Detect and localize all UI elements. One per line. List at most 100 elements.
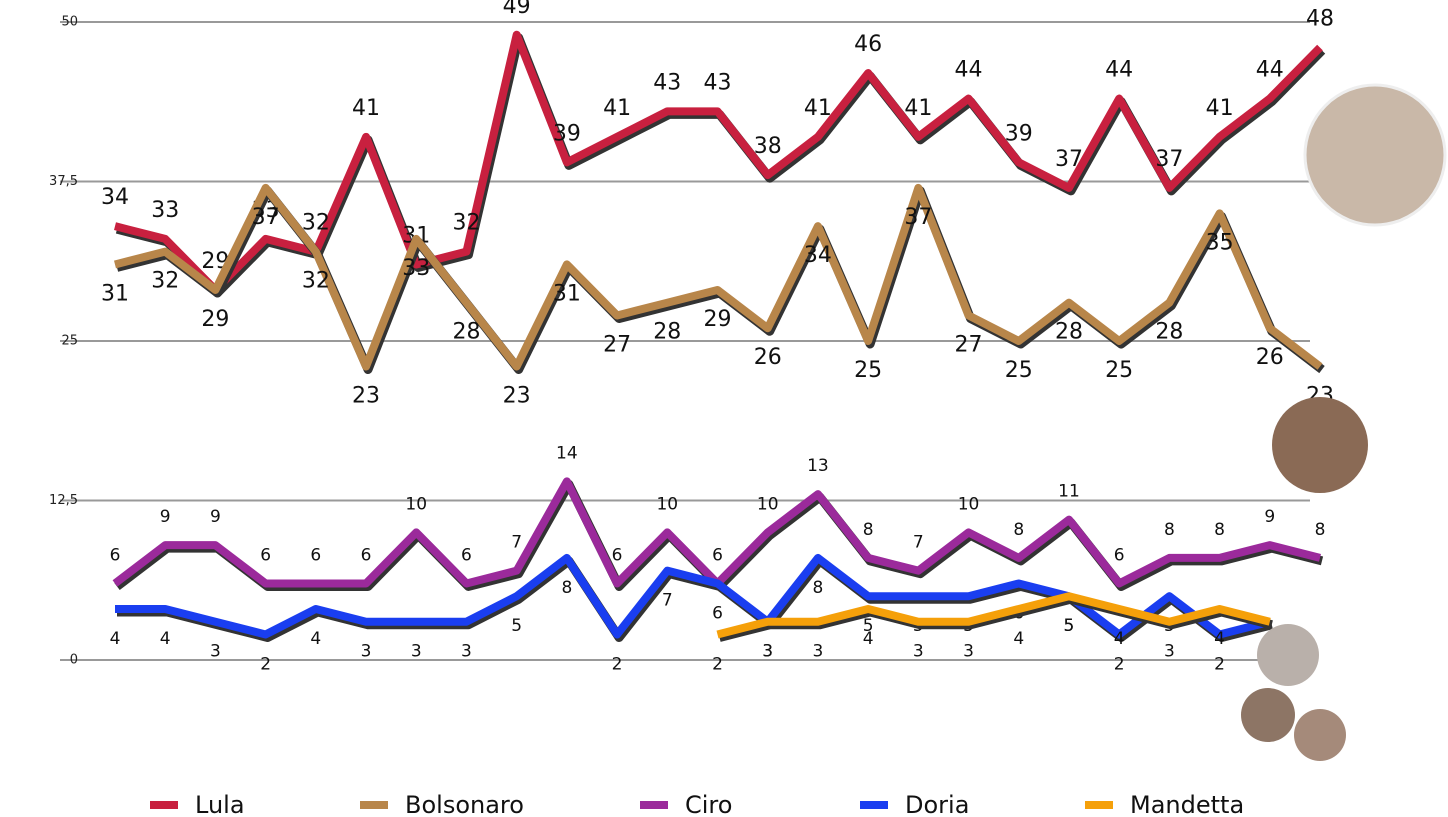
legend-item: Bolsonaro xyxy=(360,791,524,817)
data-label: 6 xyxy=(461,545,472,565)
data-label: 39 xyxy=(553,121,581,146)
legend-label: Ciro xyxy=(685,791,732,817)
series-shadow xyxy=(115,186,1325,375)
data-label: 3 xyxy=(210,642,221,662)
data-label: 41 xyxy=(904,96,932,121)
legend-item: Mandetta xyxy=(1085,791,1244,817)
data-label: 7 xyxy=(662,591,673,611)
data-label: 3 xyxy=(461,642,472,662)
data-label: 5 xyxy=(863,616,874,636)
data-label: 41 xyxy=(352,96,380,121)
data-label: 3 xyxy=(1164,642,1175,662)
data-label: 32 xyxy=(302,211,330,236)
data-label: 5 xyxy=(511,616,522,636)
data-label: 4 xyxy=(310,629,321,649)
data-label: 4 xyxy=(1114,629,1125,649)
data-label: 10 xyxy=(958,494,980,514)
data-label: 6 xyxy=(712,603,723,623)
data-label: 8 xyxy=(561,578,572,598)
legend-item: Ciro xyxy=(640,791,732,817)
data-label: 41 xyxy=(804,96,832,121)
data-label: 7 xyxy=(913,533,924,553)
data-label: 43 xyxy=(653,70,681,95)
data-label: 35 xyxy=(1206,230,1234,255)
data-label: 34 xyxy=(804,243,832,268)
data-label: 8 xyxy=(1214,520,1225,540)
data-label: 41 xyxy=(1206,96,1234,121)
y-tick-label: 0 xyxy=(70,653,78,668)
data-label: 27 xyxy=(603,332,631,357)
data-label: 8 xyxy=(863,520,874,540)
y-tick-label: 12,5 xyxy=(49,493,78,508)
y-tick-label: 50 xyxy=(61,15,78,30)
legend-swatch xyxy=(360,801,388,809)
data-label: 7 xyxy=(511,533,522,553)
legend-label: Mandetta xyxy=(1130,791,1244,817)
data-label: 28 xyxy=(452,320,480,345)
series-line xyxy=(112,477,1321,588)
legend-item: Doria xyxy=(860,791,969,817)
data-label: 46 xyxy=(854,32,882,57)
data-label: 26 xyxy=(754,345,782,370)
y-tick-label: 37,5 xyxy=(49,174,78,189)
legend-swatch xyxy=(1085,801,1113,809)
data-label: 4 xyxy=(160,629,171,649)
data-label: 32 xyxy=(452,211,480,236)
data-label: 25 xyxy=(854,358,882,383)
data-label: 6 xyxy=(712,545,723,565)
data-label: 6 xyxy=(612,545,623,565)
data-label: 6 xyxy=(260,545,271,565)
data-label: 31 xyxy=(553,281,581,306)
data-label: 3 xyxy=(762,642,773,662)
data-label: 41 xyxy=(603,96,631,121)
photo xyxy=(1272,397,1368,493)
data-label: 49 xyxy=(503,0,531,19)
data-label: 43 xyxy=(704,70,732,95)
data-label: 4 xyxy=(1013,629,1024,649)
legend-swatch xyxy=(860,801,888,809)
data-label: 2 xyxy=(712,654,723,674)
data-label: 44 xyxy=(955,58,983,83)
data-label: 8 xyxy=(1164,520,1175,540)
data-label: 29 xyxy=(201,307,229,332)
data-label: 29 xyxy=(704,307,732,332)
photo xyxy=(1241,688,1295,742)
data-label: 5 xyxy=(1064,616,1075,636)
data-label: 3 xyxy=(913,642,924,662)
data-label: 3 xyxy=(411,642,422,662)
data-label: 10 xyxy=(757,494,779,514)
data-label: 32 xyxy=(302,269,330,294)
data-label: 8 xyxy=(1013,520,1024,540)
data-label: 5 xyxy=(1064,616,1075,636)
data-label: 3 xyxy=(813,642,824,662)
data-label: 3 xyxy=(963,642,974,662)
y-tick-label: 25 xyxy=(61,334,78,349)
data-label: 8 xyxy=(1315,520,1326,540)
data-label: 11 xyxy=(1058,482,1080,502)
data-label: 28 xyxy=(1055,320,1083,345)
series-line xyxy=(716,592,1271,639)
data-label: 26 xyxy=(1256,345,1284,370)
data-label: 23 xyxy=(503,384,531,409)
data-label: 10 xyxy=(656,494,678,514)
data-label: 10 xyxy=(405,494,427,514)
data-label: 32 xyxy=(151,269,179,294)
data-label: 3 xyxy=(361,642,372,662)
data-label: 4 xyxy=(863,629,874,649)
data-label: 2 xyxy=(612,654,623,674)
legend-swatch xyxy=(150,801,178,809)
data-label: 33 xyxy=(151,198,179,223)
data-label: 48 xyxy=(1306,7,1334,32)
series-line xyxy=(114,183,1323,371)
data-label: 33 xyxy=(402,256,430,281)
data-label: 6 xyxy=(1114,545,1125,565)
legend-label: Lula xyxy=(195,791,245,817)
data-label: 37 xyxy=(1155,147,1183,172)
data-label: 25 xyxy=(1005,358,1033,383)
data-label: 28 xyxy=(653,320,681,345)
data-label: 44 xyxy=(1256,58,1284,83)
data-label: 37 xyxy=(1055,147,1083,172)
data-label: 4 xyxy=(110,629,121,649)
data-label: 39 xyxy=(1005,121,1033,146)
